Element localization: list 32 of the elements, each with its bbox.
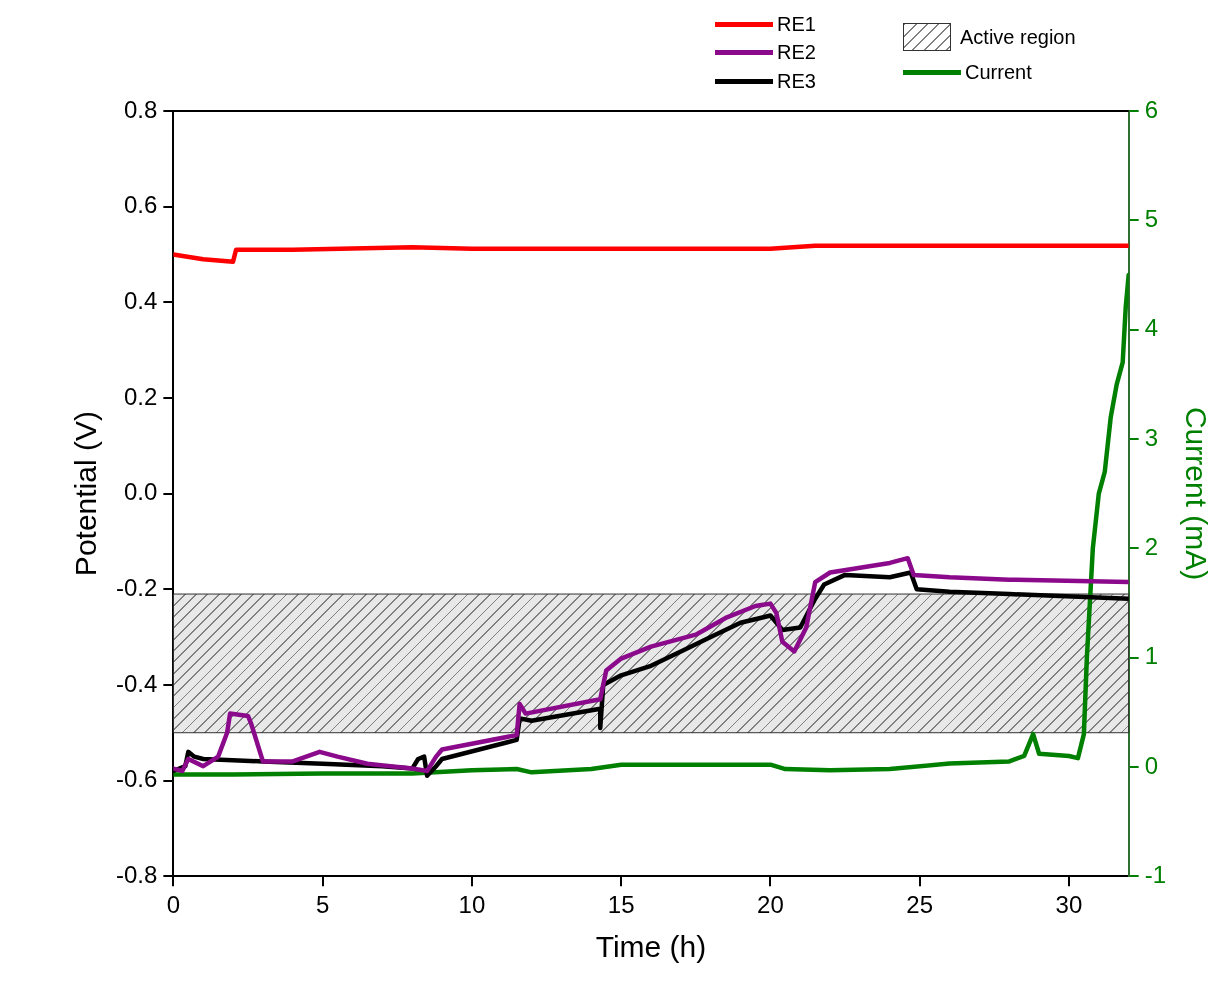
y-tick-label: -0.4: [116, 669, 158, 697]
y2-tick-label: 2: [1144, 532, 1159, 560]
y-tick-label: 0.4: [123, 286, 158, 314]
x-tick-label: 25: [906, 891, 934, 919]
x-axis-title: Time (h): [595, 930, 707, 964]
x-tick-label: 5: [315, 891, 330, 919]
y2-tick-label: -1: [1144, 860, 1166, 888]
y-tick-label: 0.6: [123, 191, 158, 219]
y2-tick-label: 0: [1144, 751, 1159, 779]
legend-label: RE3: [777, 69, 816, 93]
x-tick-label: 15: [607, 891, 635, 919]
y-axis-title: Potential (V): [69, 411, 103, 577]
legend-label: RE2: [777, 41, 816, 64]
x-tick-label: 20: [757, 891, 784, 919]
y-tick-label: 0.8: [123, 95, 158, 123]
y2-tick-label: 5: [1144, 204, 1159, 232]
y2-tick-label: 4: [1144, 314, 1159, 342]
y-tick-label: -0.8: [116, 860, 158, 888]
x-tick-label: 30: [1055, 891, 1083, 919]
legend-label: RE1: [777, 12, 816, 36]
x-tick-label: 0: [166, 891, 181, 919]
y-tick-label: -0.6: [116, 765, 158, 793]
y2-axis-title: Current (mA): [1179, 406, 1213, 581]
x-tick-label: 10: [458, 891, 486, 919]
y2-tick-label: 6: [1144, 95, 1159, 123]
y-tick-label: 0.2: [123, 382, 158, 410]
legend-label: Active region: [960, 25, 1076, 49]
y-tick-label: -0.2: [116, 573, 158, 601]
legend-label: Current: [965, 60, 1032, 84]
y-tick-label: 0.0: [123, 478, 158, 506]
y2-tick-label: 3: [1144, 423, 1159, 451]
y2-tick-label: 1: [1144, 642, 1159, 670]
